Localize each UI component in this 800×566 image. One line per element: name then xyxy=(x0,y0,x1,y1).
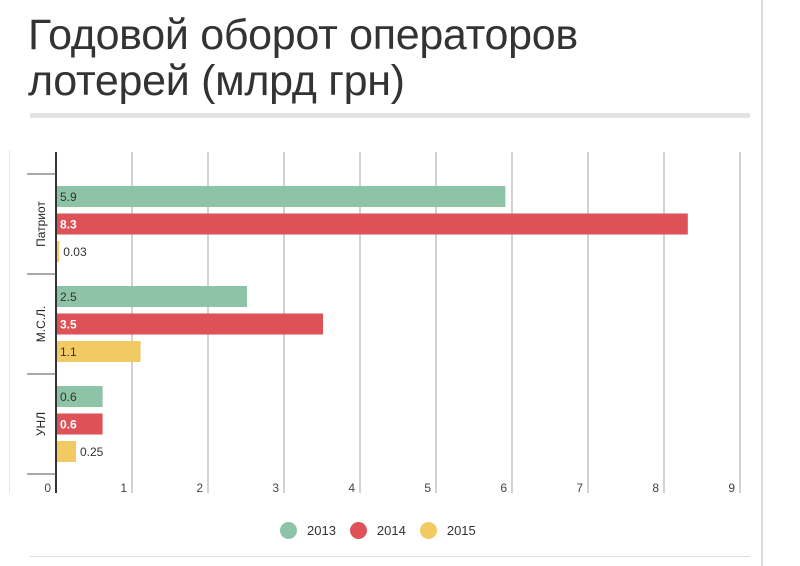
bar-2013 xyxy=(57,186,506,207)
legend-dot-icon xyxy=(280,522,297,539)
left-border xyxy=(9,150,10,493)
category-label: М.С.Л. xyxy=(34,306,48,343)
bar-2014 xyxy=(57,213,688,235)
title-line-1: Годовой оборот операторов xyxy=(28,11,578,59)
bar-2013 xyxy=(57,386,103,407)
x-tick-label: 5 xyxy=(424,481,431,495)
data-label: 0.25 xyxy=(80,445,104,459)
category-label: УНЛ xyxy=(34,412,48,436)
data-label: 1.1 xyxy=(60,345,77,359)
bar-2013 xyxy=(57,286,247,307)
data-label: 0.6 xyxy=(60,418,77,432)
x-tick-label: 9 xyxy=(728,481,735,495)
bar-2014 xyxy=(57,313,323,335)
legend-label: 2013 xyxy=(307,523,336,538)
data-label: 0.03 xyxy=(63,245,87,259)
bottom-divider xyxy=(30,556,750,557)
data-label: 5.9 xyxy=(60,190,77,204)
legend-dot-icon xyxy=(419,522,437,539)
bar-2015 xyxy=(57,241,60,262)
title-line-2: лотерей (млрд грн) xyxy=(28,57,405,105)
bar-2015 xyxy=(57,341,141,362)
x-tick-label: 1 xyxy=(120,481,127,495)
x-tick-label: 7 xyxy=(576,481,583,495)
legend-label: 2015 xyxy=(446,523,476,538)
x-tick-label: 2 xyxy=(196,481,203,495)
x-tick-label: 6 xyxy=(500,481,507,495)
x-tick-label: 3 xyxy=(272,481,279,495)
x-tick-label: 4 xyxy=(348,481,355,495)
bar-chart: 0 1 2 3 4 5 6 7 8 9 Патриот 5.9 8.3 0.03 М.С.Л. 2.5 3.5 1… xyxy=(27,152,741,495)
x-tick-label: 0 xyxy=(44,481,51,495)
legend: 2013 2014 2015 xyxy=(280,522,490,539)
legend-item-2015: 2015 xyxy=(419,522,476,539)
data-label: 8.3 xyxy=(60,218,77,232)
bar-2014 xyxy=(57,413,103,435)
legend-item-2014: 2014 xyxy=(349,522,406,539)
right-border xyxy=(761,0,763,566)
chart-title: Годовой оборот операторов лотерей (млрд г… xyxy=(28,12,578,104)
category-label: Патриот xyxy=(34,201,48,247)
data-label: 2.5 xyxy=(60,290,77,304)
data-label: 3.5 xyxy=(60,318,77,332)
legend-label: 2014 xyxy=(376,523,406,538)
title-divider xyxy=(30,113,750,118)
legend-item-2013: 2013 xyxy=(280,522,336,539)
x-tick-label: 8 xyxy=(652,481,659,495)
bar-2015 xyxy=(57,441,76,462)
legend-dot-icon xyxy=(349,522,367,539)
data-label: 0.6 xyxy=(60,390,77,404)
